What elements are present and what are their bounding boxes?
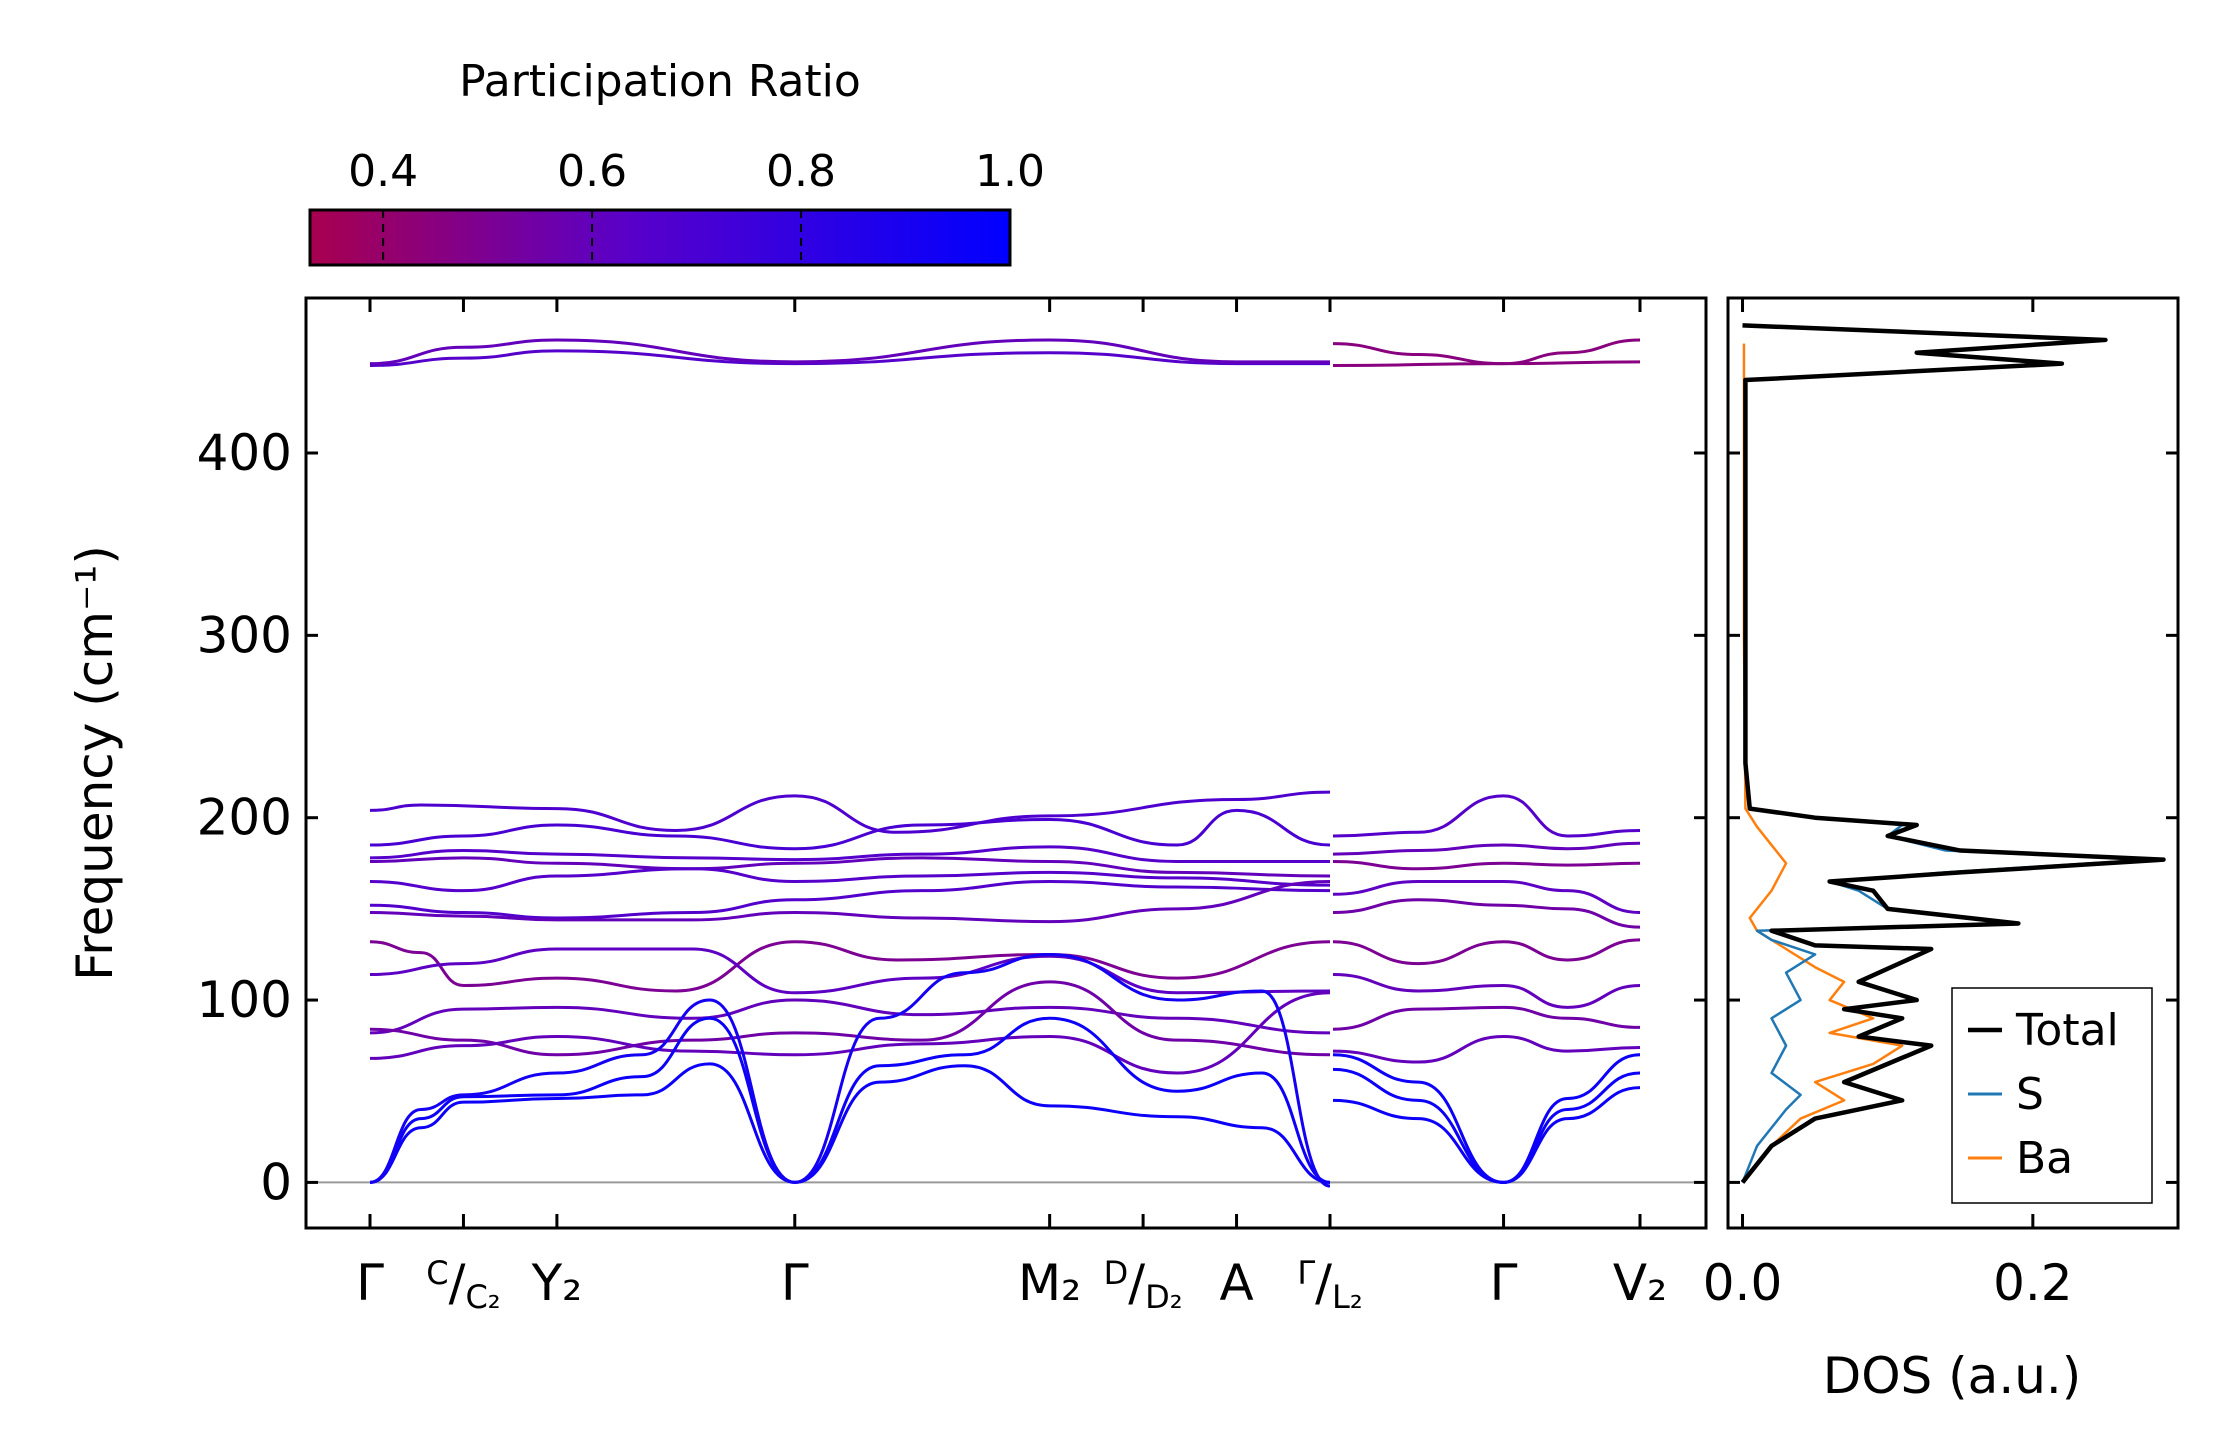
band-line-seg2-opt-175 xyxy=(1332,859,1641,871)
x-tick-label: C/C₂ xyxy=(426,1254,500,1316)
band-line-opt-207 xyxy=(369,790,1331,834)
colorbar-tick-label: 0.6 xyxy=(557,146,627,197)
y-tick-label: 400 xyxy=(197,424,292,482)
band-line-opt-152 xyxy=(369,880,1331,920)
x-tick-label-num: D xyxy=(1104,1254,1129,1292)
x-tick-label-den: L₂ xyxy=(1332,1278,1363,1316)
band-line-opt-115 xyxy=(369,947,1331,995)
dos-x-tick-label: 0.0 xyxy=(1703,1254,1783,1312)
band-line-opt-180 xyxy=(369,845,1330,863)
x-tick-label-den: C₂ xyxy=(465,1278,500,1316)
x-tick-label-slash: / xyxy=(1315,1254,1332,1312)
band-line-opt-145 xyxy=(369,880,1331,924)
band-line-seg2-opt-160 xyxy=(1332,880,1641,915)
band-line-seg2-opt-180 xyxy=(1332,841,1641,856)
dos-curve-total xyxy=(1740,323,2166,1184)
x-tick-label-num: C xyxy=(426,1254,448,1292)
y-tick-label: 200 xyxy=(197,789,292,847)
legend-label-s: S xyxy=(2016,1069,2044,1120)
colorbar-tick-label: 0.4 xyxy=(348,146,418,197)
dos-legend: Total S Ba xyxy=(1951,987,2153,1204)
x-tick-label: Γ xyxy=(356,1254,384,1312)
y-tick-label: 300 xyxy=(197,606,292,664)
legend-label-ba: Ba xyxy=(2016,1133,2073,1184)
band-line-seg2-opt-130 xyxy=(1332,938,1641,966)
x-tick-label: V₂ xyxy=(1613,1254,1667,1312)
y-tick-label: 0 xyxy=(260,1153,292,1211)
band-line-opt-168 xyxy=(369,867,1331,893)
band-line-seg2-ac-3 xyxy=(1332,1053,1641,1184)
band-line-seg2-high-2 xyxy=(1332,338,1641,366)
band-line-optical-high-2 xyxy=(369,338,1330,366)
colorbar-tick-label: 1.0 xyxy=(975,146,1045,197)
dos-axis-ticks: 0.0 0.2 xyxy=(1703,298,2178,1312)
phonon-bands xyxy=(369,338,1641,1188)
x-tick-label: Γ/L₂ xyxy=(1297,1254,1362,1316)
colorbar-tick-label: 0.8 xyxy=(766,146,836,197)
colorbar-label: Participation Ratio xyxy=(459,56,861,107)
band-line-acoustic-2 xyxy=(369,1016,1331,1184)
x-tick-label: Y₂ xyxy=(531,1254,583,1312)
x-tick-label-slash: / xyxy=(449,1254,466,1312)
y-axis-label: Frequency (cm⁻¹) xyxy=(66,545,124,981)
band-panel-frame xyxy=(304,296,1708,1230)
dos-curves xyxy=(1740,323,2166,1184)
x-tick-label: M₂ xyxy=(1018,1254,1081,1312)
dos-panel: 0.0 0.2 DOS (a.u.) Total S Ba xyxy=(1703,296,2180,1405)
x-tick-label: A xyxy=(1219,1254,1253,1312)
band-line-opt-176 xyxy=(369,856,1331,878)
band-line-seg2-opt-85 xyxy=(1332,1005,1641,1031)
x-tick-label: Γ xyxy=(1490,1254,1518,1312)
band-line-opt-84 xyxy=(369,980,1331,1057)
y-tick-label: 100 xyxy=(197,971,292,1029)
band-line-seg2-opt-150 xyxy=(1332,898,1641,929)
x-tick-label-slash: / xyxy=(1128,1254,1145,1312)
x-tick-label-den: D₂ xyxy=(1145,1278,1182,1316)
band-line-opt-194 xyxy=(369,808,1331,851)
band-line-seg2-opt-72 xyxy=(1332,1035,1641,1064)
dos-panel-frame xyxy=(1726,296,2180,1230)
colorbar-ticks: 0.4 0.6 0.8 1.0 xyxy=(348,146,1045,265)
band-line-opt-130 xyxy=(369,940,1331,993)
x-tick-label: Γ xyxy=(781,1254,809,1312)
band-line-seg2-opt-110 xyxy=(1332,973,1641,1009)
band-line-seg2-opt-190 xyxy=(1332,794,1641,838)
band-line-opt-96 xyxy=(369,998,1331,1035)
dos-x-axis-label: DOS (a.u.) xyxy=(1823,1347,2082,1405)
legend-label-total: Total xyxy=(2015,1005,2119,1056)
dos-curve-ba xyxy=(1741,343,1904,1184)
x-tick-label: D/D₂ xyxy=(1104,1254,1183,1316)
colorbar xyxy=(308,208,1012,267)
band-line-optical-high-1 xyxy=(369,349,1330,367)
band-line-acoustic-3 xyxy=(369,952,1331,1188)
x-tick-label-num: Γ xyxy=(1297,1254,1315,1292)
band-line-opt-68 xyxy=(369,991,1331,1075)
dos-x-tick-label: 0.2 xyxy=(1993,1254,2073,1312)
